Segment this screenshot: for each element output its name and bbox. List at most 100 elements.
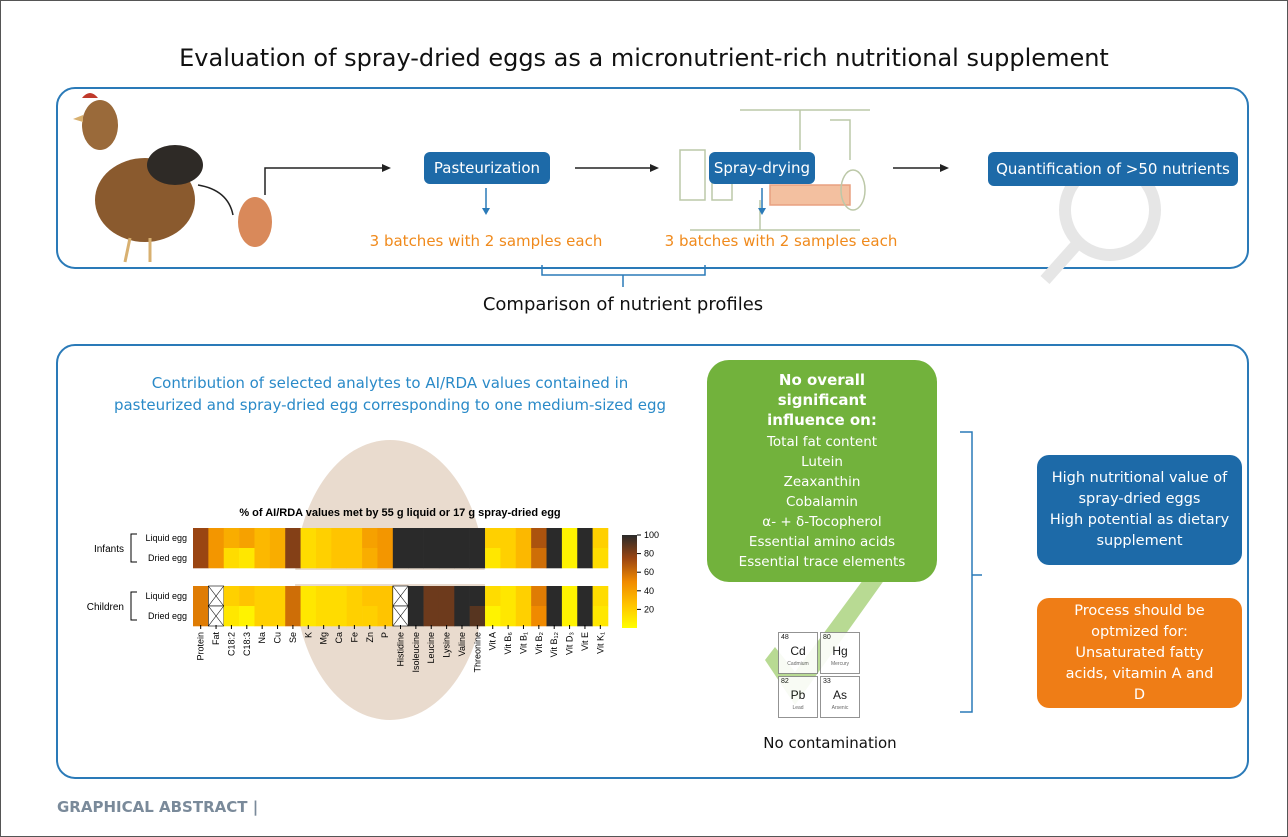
heat-cell bbox=[301, 528, 317, 548]
heat-cell bbox=[377, 528, 393, 548]
arrowhead bbox=[482, 208, 490, 215]
row-label: Liquid egg bbox=[145, 533, 187, 543]
heat-cell bbox=[439, 606, 455, 626]
heat-cell bbox=[193, 606, 209, 626]
x-tick-label: Vit B₁₂ bbox=[549, 631, 559, 657]
group-bracket bbox=[131, 534, 137, 562]
element-tile: 33AsArsenic bbox=[820, 676, 860, 718]
element-symbol: Pb bbox=[779, 688, 817, 702]
x-tick-label: Cu bbox=[273, 632, 283, 644]
x-tick-label: Vit D₃ bbox=[565, 632, 575, 655]
heat-cell bbox=[193, 548, 209, 568]
element-tile: 82PbLead bbox=[778, 676, 818, 718]
egg-icon bbox=[238, 197, 272, 247]
step: Spray-drying bbox=[709, 152, 815, 184]
heat-cell bbox=[485, 586, 501, 606]
x-tick-label: Leucine bbox=[426, 632, 436, 664]
heat-cell bbox=[562, 528, 578, 548]
x-tick-label: Protein bbox=[196, 632, 206, 661]
colorbar-tick-label: 40 bbox=[644, 586, 654, 596]
heat-cell bbox=[331, 586, 347, 606]
heat-cell bbox=[439, 528, 455, 548]
x-tick-label: Threonine bbox=[472, 632, 482, 673]
heat-cell bbox=[408, 606, 424, 626]
heat-cell bbox=[439, 548, 455, 568]
group-label: Infants bbox=[94, 544, 124, 555]
heat-cell bbox=[454, 606, 470, 626]
no-influence-item: Essential trace elements bbox=[739, 552, 906, 572]
element-number: 33 bbox=[823, 678, 831, 685]
heat-cell bbox=[193, 528, 209, 548]
no-influence-item: Total fat content bbox=[739, 432, 906, 452]
heat-cell bbox=[516, 586, 532, 606]
heat-cell bbox=[408, 586, 424, 606]
x-tick-label: P bbox=[380, 632, 390, 638]
heat-cell bbox=[224, 548, 240, 568]
heat-cell bbox=[316, 548, 332, 568]
x-tick-label: Vit K₁ bbox=[595, 632, 605, 654]
colorbar bbox=[622, 535, 637, 628]
x-tick-label: K bbox=[303, 632, 313, 638]
caption-line: Contribution of selected analytes to AI/… bbox=[100, 372, 680, 394]
heat-cell bbox=[500, 586, 516, 606]
heat-cell bbox=[531, 548, 547, 568]
heat-cell bbox=[270, 586, 286, 606]
heat-cell bbox=[254, 586, 270, 606]
x-tick-label: C18:3 bbox=[242, 632, 252, 656]
heat-cell bbox=[500, 606, 516, 626]
heat-cell bbox=[562, 606, 578, 626]
heat-cell bbox=[485, 606, 501, 626]
element-name: Mercury bbox=[821, 661, 859, 667]
no-influence-item: Essential amino acids bbox=[739, 532, 906, 552]
comparison-label: Comparison of nutrient profiles bbox=[400, 294, 846, 315]
artwork: % of AI/RDA values met by 55 g liquid or… bbox=[0, 0, 1288, 837]
heat-cell bbox=[439, 586, 455, 606]
heat-cell bbox=[377, 586, 393, 606]
optimize-box: Process should be optmized for: Unsatura… bbox=[1037, 598, 1242, 708]
step: Quantification of >50 nutrients bbox=[988, 152, 1238, 186]
conclusion: High nutritional value of spray-dried eg… bbox=[1047, 468, 1232, 510]
element-symbol: Cd bbox=[779, 644, 817, 658]
caption-line: pasteurized and spray-dried egg correspo… bbox=[100, 394, 680, 416]
heat-cell bbox=[562, 548, 578, 568]
heat-cell bbox=[270, 606, 286, 626]
heat-cell bbox=[577, 528, 593, 548]
heat-cell bbox=[454, 548, 470, 568]
heat-cell bbox=[239, 606, 255, 626]
heat-cell bbox=[470, 586, 486, 606]
heat-cell bbox=[270, 528, 286, 548]
x-tick-label: Vit B₆ bbox=[503, 632, 513, 655]
heat-cell bbox=[454, 586, 470, 606]
element-tile: 80HgMercury bbox=[820, 632, 860, 674]
heat-cell bbox=[316, 528, 332, 548]
heat-cell bbox=[500, 548, 516, 568]
x-tick-label: Vit B₂ bbox=[534, 632, 544, 655]
caption: Contribution of selected analytes to AI/… bbox=[100, 372, 680, 416]
x-tick-label: Lysine bbox=[442, 632, 452, 658]
heat-cell bbox=[577, 606, 593, 626]
heat-cell bbox=[577, 586, 593, 606]
no-influence-item: Lutein bbox=[739, 452, 906, 472]
x-tick-label: Vit B₁ bbox=[518, 632, 528, 654]
heat-cell bbox=[408, 528, 424, 548]
heat-cell bbox=[285, 606, 301, 626]
x-tick-label: Na bbox=[257, 632, 267, 644]
arrow-curve bbox=[198, 185, 233, 215]
no-influence-heading: No overall significant influence on: bbox=[737, 370, 907, 430]
heat-cell bbox=[362, 586, 378, 606]
heat-cell bbox=[362, 548, 378, 568]
heat-cell bbox=[239, 528, 255, 548]
arrowhead bbox=[650, 164, 659, 172]
heat-cell bbox=[424, 586, 440, 606]
heat-cell bbox=[424, 606, 440, 626]
no-influence-item: α- + δ-Tocopherol bbox=[739, 512, 906, 532]
heat-cell bbox=[331, 528, 347, 548]
heat-cell bbox=[424, 528, 440, 548]
heat-cell bbox=[331, 606, 347, 626]
heat-cell bbox=[224, 528, 240, 548]
element-symbol: As bbox=[821, 688, 859, 702]
x-tick-label: Fe bbox=[349, 632, 359, 643]
element-name: Cadmium bbox=[779, 661, 817, 667]
contamination-label: No contamination bbox=[750, 734, 910, 752]
heat-cell bbox=[347, 586, 363, 606]
